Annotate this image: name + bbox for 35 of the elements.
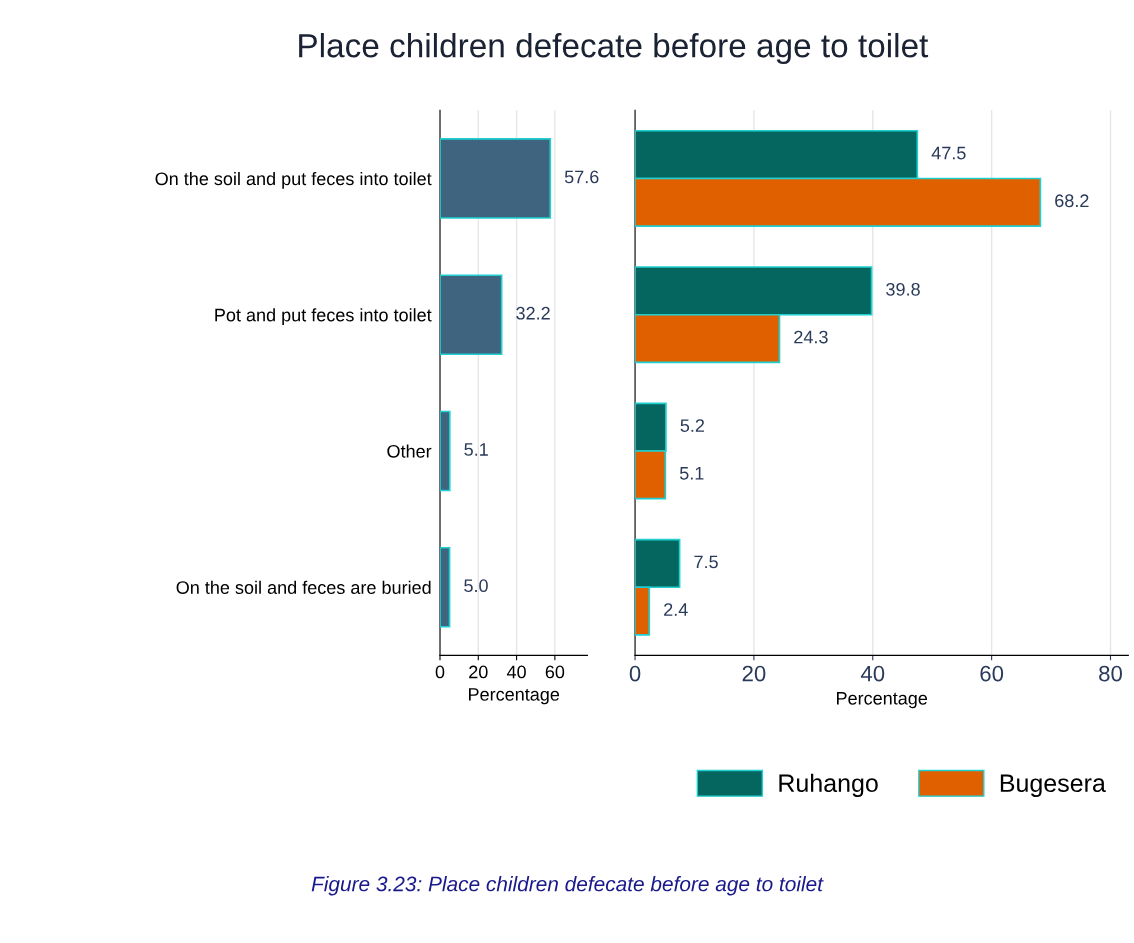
bar <box>439 410 451 492</box>
y-tick-label: Other <box>387 444 432 458</box>
x-tick-label: 20 <box>469 665 488 679</box>
y-tick-label: On the soil and put feces into toilet <box>155 171 432 189</box>
chart-title: Place children defecate before age to toilet <box>299 33 929 65</box>
data-label: 68.2 <box>1055 194 1089 208</box>
x-tick-label: 0 <box>435 665 445 679</box>
x-axis-title: Percentage <box>836 692 928 709</box>
data-label: 32.2 <box>516 306 550 320</box>
data-label: 5.0 <box>464 579 488 593</box>
x-tick-label: 40 <box>860 665 885 682</box>
data-label: 47.5 <box>931 146 966 160</box>
data-label: 39.8 <box>886 282 920 296</box>
bar <box>439 546 451 628</box>
x-tick-label: 40 <box>506 665 526 679</box>
data-label: 5.1 <box>464 443 488 456</box>
data-label: 5.2 <box>680 419 705 432</box>
x-tick-label: 60 <box>545 665 565 679</box>
legend-label: Ruhango <box>779 773 878 797</box>
caption: Figure 3.23: Place children defecate before age to toilet <box>311 876 824 896</box>
y-tick-label: Pot and put feces into toilet <box>215 308 432 326</box>
x-tick-label: 80 <box>1099 665 1122 682</box>
legend-label: Bugesera <box>1000 774 1106 797</box>
bar <box>439 138 552 219</box>
x-tick-label: 0 <box>629 665 641 682</box>
x-tick-label: 20 <box>742 665 766 682</box>
y-tick-label: On the soil and feces are buried <box>176 580 431 594</box>
data-label: 57.6 <box>564 170 599 184</box>
data-label: 24.3 <box>794 330 828 344</box>
data-label: 7.5 <box>694 555 718 569</box>
x-axis-title: Percentage <box>469 688 560 705</box>
bar <box>439 274 503 356</box>
data-label: 2.4 <box>664 603 688 616</box>
x-tick-label: 60 <box>980 665 1004 682</box>
data-label: 5.1 <box>679 467 704 480</box>
